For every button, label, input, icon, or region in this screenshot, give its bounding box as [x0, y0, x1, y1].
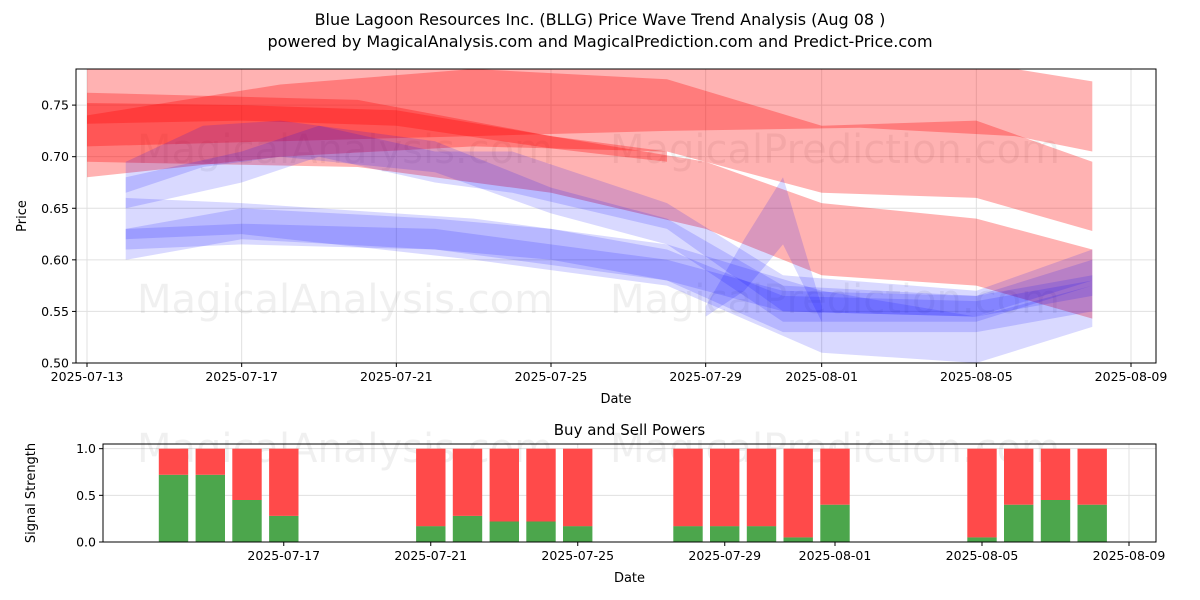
top-y-tick-label-3: 0.65: [41, 201, 69, 216]
red-wave-4-band: [87, 103, 667, 162]
sell-bar-3: [269, 448, 299, 516]
bottom-plot-frame: [102, 443, 1157, 543]
blue-wave-1-band: [125, 120, 1093, 322]
sell-bar-11: [746, 448, 777, 527]
sell-bar-17: [1077, 448, 1107, 505]
buy-bar-3: [269, 515, 299, 542]
sell-bar-13: [820, 448, 850, 505]
top-x-tick-label-5: 2025-08-01: [785, 369, 858, 384]
top-y-tick-label-2: 0.60: [41, 252, 69, 267]
watermark-prediction-top-2: MagicalPrediction.com: [610, 277, 1060, 323]
buy-bar-12: [783, 537, 813, 542]
blue-wave-3-band: [125, 208, 1093, 333]
blue-wave-6-band: [705, 177, 822, 322]
red-wave-1-band: [87, 69, 1093, 152]
red-wave-2-band: [87, 69, 1093, 231]
buy-bar-13: [820, 504, 850, 542]
top-x-tick-label-2: 2025-07-21: [360, 369, 433, 384]
top-y-tick-label-1: 0.55: [41, 304, 69, 319]
top-plot-frame: [75, 68, 1157, 364]
blue-wave-5-band: [125, 197, 1093, 363]
buy-bar-16: [1040, 500, 1071, 542]
sell-bar-4: [416, 448, 446, 527]
top-x-tick-label-0: 2025-07-13: [51, 369, 124, 384]
sell-bar-12: [783, 448, 813, 538]
sell-bar-8: [563, 448, 593, 527]
bottom-x-axis-label: Date: [614, 571, 645, 586]
bottom-x-tick-label-0: 2025-07-17: [247, 548, 320, 563]
buy-bar-17: [1077, 504, 1107, 542]
sell-bar-10: [710, 448, 740, 527]
buy-bar-8: [563, 526, 593, 542]
buy-bar-1: [195, 474, 225, 542]
bottom-y-tick-label-0: 0.0: [76, 535, 96, 550]
bottom-y-tick-label-1: 0.5: [76, 488, 96, 503]
sell-bar-2: [232, 448, 262, 500]
top-x-tick-label-3: 2025-07-25: [515, 369, 588, 384]
buy-bar-15: [1004, 504, 1034, 542]
top-x-tick-label-7: 2025-08-09: [1095, 369, 1168, 384]
bottom-x-tick-label-3: 2025-07-29: [688, 548, 761, 563]
top-y-tick-label-5: 0.75: [41, 98, 69, 113]
buy-bar-5: [452, 515, 483, 542]
bottom-y-tick-label-2: 1.0: [76, 441, 96, 456]
buy-bar-14: [967, 537, 997, 542]
sell-bar-0: [158, 448, 189, 475]
bottom-x-tick-label-5: 2025-08-05: [946, 548, 1019, 563]
buy-bar-7: [526, 521, 556, 542]
bottom-y-axis-label: Signal Strength: [24, 443, 39, 543]
sell-bar-5: [452, 448, 483, 516]
buy-bar-6: [489, 521, 519, 542]
bottom-x-tick-label-2: 2025-07-25: [541, 548, 614, 563]
sell-bar-15: [1004, 448, 1034, 505]
chart-title-line-1: Blue Lagoon Resources Inc. (BLLG) Price …: [314, 10, 886, 29]
bottom-chart-title: Buy and Sell Powers: [554, 421, 706, 439]
watermark-prediction-top-1: MagicalPrediction.com: [610, 127, 1060, 173]
blue-wave-4-band: [125, 223, 1093, 317]
sell-bar-16: [1040, 448, 1071, 500]
top-x-axis-label: Date: [600, 392, 631, 407]
watermark-analysis-top-1: MagicalAnalysis.com: [137, 127, 553, 173]
top-x-tick-label-4: 2025-07-29: [669, 369, 742, 384]
top-x-tick-label-6: 2025-08-05: [940, 369, 1013, 384]
red-wave-3-band: [87, 92, 1093, 319]
top-y-axis-label: Price: [15, 200, 30, 232]
chart-title-line-2: powered by MagicalAnalysis.com and Magic…: [267, 32, 933, 51]
buy-bar-0: [158, 474, 189, 542]
bottom-x-tick-label-4: 2025-08-01: [799, 548, 872, 563]
sell-bar-14: [967, 448, 997, 538]
buy-bar-10: [710, 526, 740, 542]
top-y-tick-label-4: 0.70: [41, 149, 69, 164]
top-x-tick-label-1: 2025-07-17: [205, 369, 278, 384]
wave-bands-group: [87, 69, 1093, 363]
sell-bar-1: [195, 448, 225, 475]
buy-bar-11: [746, 526, 777, 542]
blue-wave-2-band: [125, 125, 1093, 317]
top-y-tick-label-0: 0.50: [41, 356, 69, 371]
watermark-analysis-top-2: MagicalAnalysis.com: [137, 277, 553, 323]
bottom-x-tick-label-1: 2025-07-21: [394, 548, 467, 563]
bottom-x-tick-label-6: 2025-08-09: [1093, 548, 1166, 563]
buy-bar-9: [673, 526, 703, 542]
sell-bar-7: [526, 448, 556, 522]
buy-bar-2: [232, 500, 262, 542]
sell-bar-6: [489, 448, 519, 522]
buy-bar-4: [416, 526, 446, 542]
sell-bar-9: [673, 448, 703, 527]
